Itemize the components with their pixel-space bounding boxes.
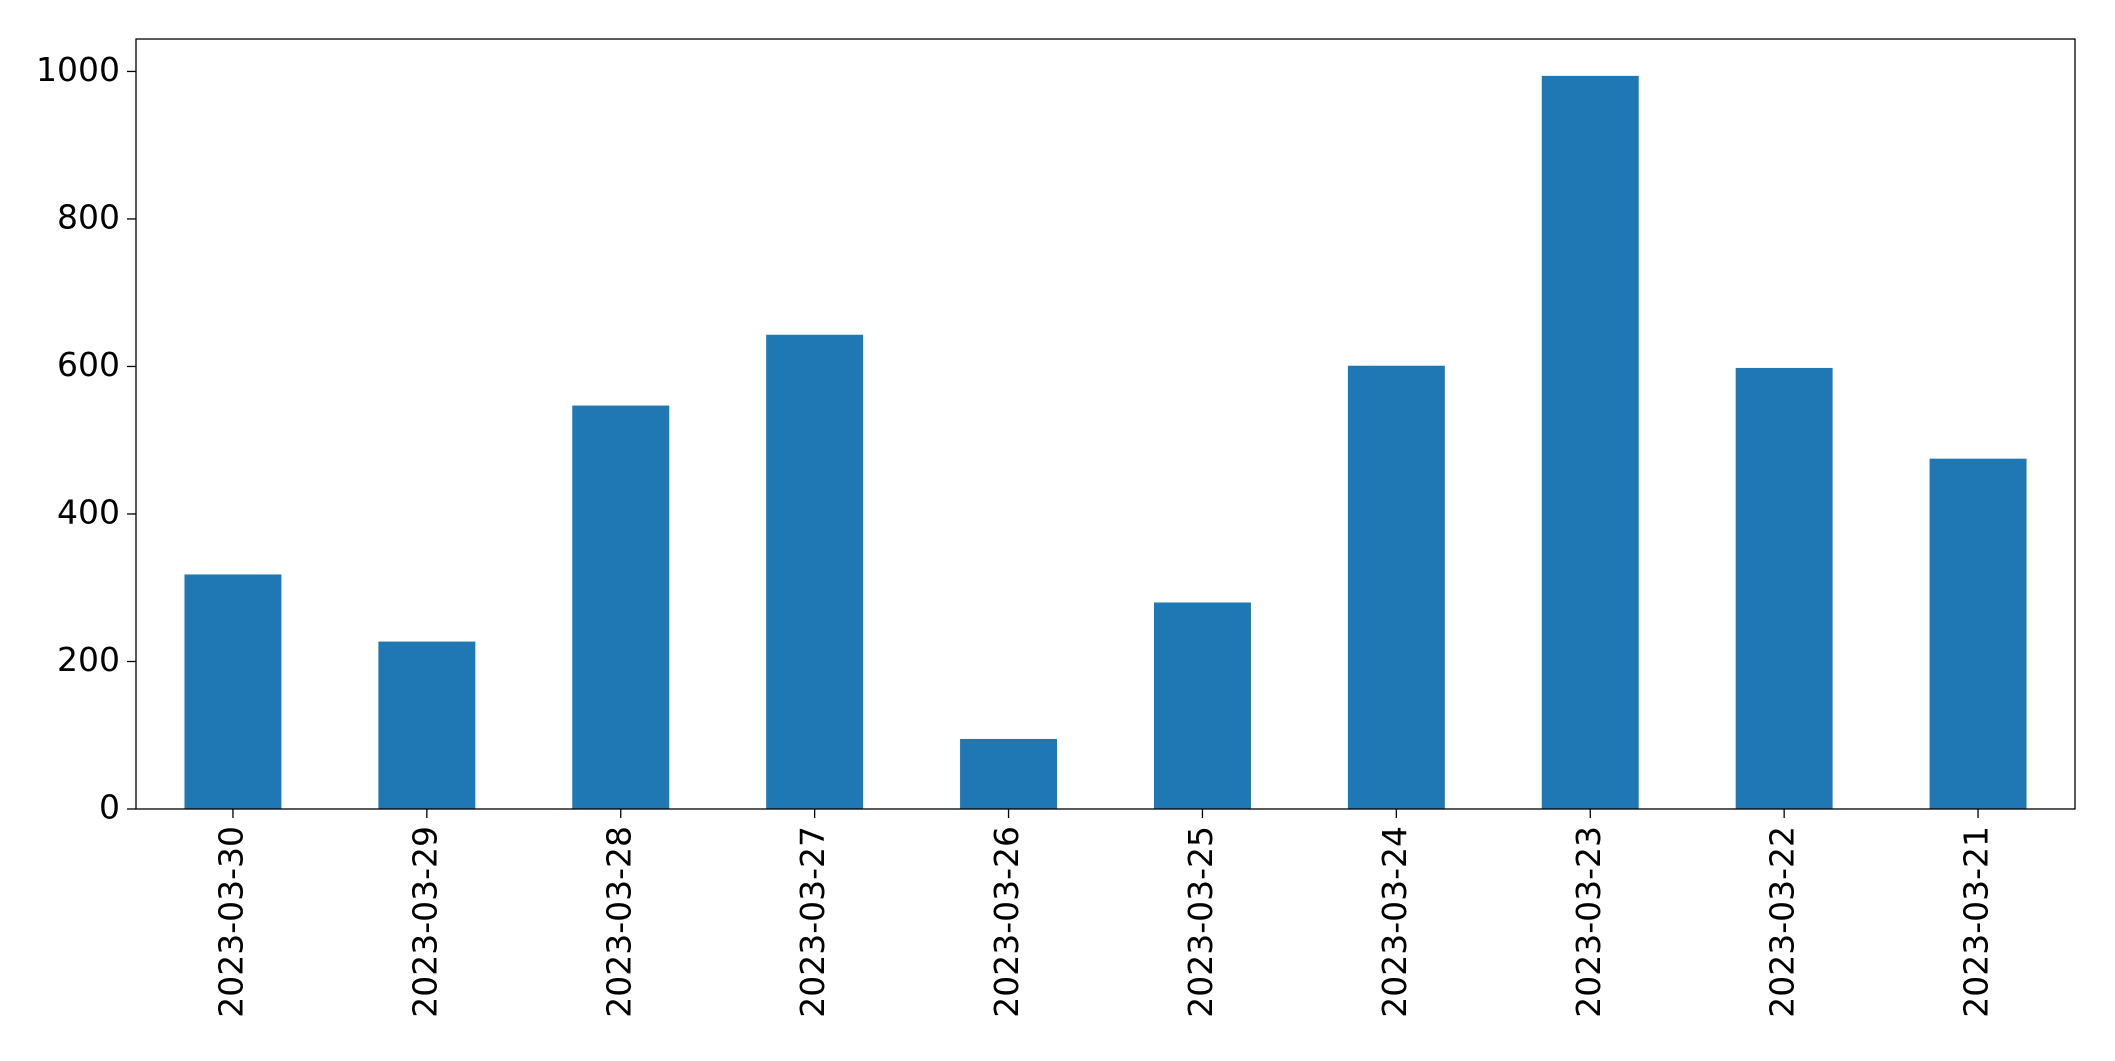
x-tick-label: 2023-03-30 [211, 826, 250, 1018]
x-tick-label: 2023-03-22 [1763, 826, 1802, 1018]
y-tick-label: 200 [57, 640, 120, 679]
x-tick-label: 2023-03-25 [1181, 826, 1220, 1018]
y-tick-label: 800 [57, 197, 120, 236]
plot-frame [135, 38, 2076, 810]
bar [1735, 367, 1833, 809]
x-tick-label: 2023-03-26 [987, 826, 1026, 1018]
bar [378, 641, 476, 809]
bar [184, 574, 282, 809]
bar [1347, 365, 1445, 809]
bar [766, 334, 864, 809]
bar [960, 738, 1058, 809]
x-tick-label: 2023-03-27 [793, 826, 832, 1018]
bar [1929, 458, 2027, 809]
y-tick-label: 600 [57, 345, 120, 384]
bar [1541, 75, 1639, 810]
y-tick-label: 400 [57, 492, 120, 531]
x-tick-label: 2023-03-21 [1957, 826, 1996, 1018]
bar [1153, 602, 1251, 809]
x-tick-label: 2023-03-23 [1569, 826, 1608, 1018]
x-tick-label: 2023-03-28 [599, 826, 638, 1018]
y-tick-label: 0 [99, 788, 120, 827]
x-tick-label: 2023-03-29 [405, 826, 444, 1018]
x-tick-label: 2023-03-24 [1375, 826, 1414, 1018]
y-tick-label: 1000 [36, 50, 120, 89]
bar [572, 405, 670, 809]
